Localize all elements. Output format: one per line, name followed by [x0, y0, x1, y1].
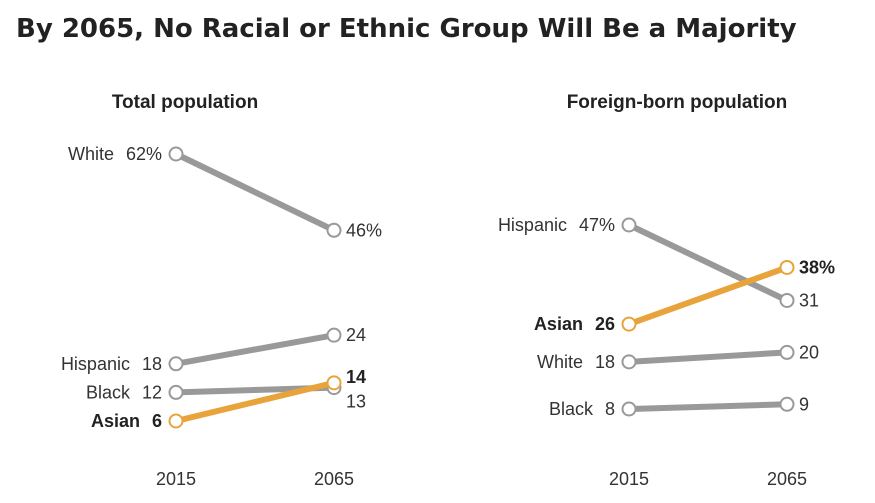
x-tick-label-2065: 2065 [767, 469, 807, 489]
point-black-2015 [621, 401, 637, 417]
point-hispanic-2015 [621, 217, 637, 233]
point-asian-2065 [779, 259, 795, 275]
value-label-hispanic-2015: 18 [142, 354, 162, 374]
series-line-asian [173, 379, 337, 424]
series-line-asian [626, 264, 790, 328]
value-label-hispanic-2015: 47% [579, 215, 615, 235]
point-hispanic-2065 [779, 292, 795, 308]
value-label-white-2065: 20 [799, 342, 819, 362]
series-line-black [626, 401, 790, 412]
chart-title: By 2065, No Racial or Ethnic Group Will … [16, 14, 797, 44]
point-white-2065 [779, 344, 795, 360]
point-hispanic-2015 [168, 356, 184, 372]
series-name-black: Black [86, 382, 131, 402]
value-label-asian-2015: 6 [152, 411, 162, 431]
value-label-white-2065: 46% [346, 220, 382, 240]
series-line-white [626, 349, 790, 365]
point-asian-2015 [621, 316, 637, 332]
value-label-asian-2065: 14 [346, 367, 366, 387]
value-label-black-2065: 13 [346, 392, 366, 412]
value-label-black-2015: 12 [142, 382, 162, 402]
point-white-2015 [621, 354, 637, 370]
x-tick-label-2015: 2015 [156, 469, 196, 489]
series-line-white [173, 151, 337, 234]
point-black-2065 [779, 396, 795, 412]
value-label-black-2015: 8 [605, 399, 615, 419]
label-left-white: White 62% [68, 144, 162, 164]
point-white-2015 [168, 146, 184, 162]
series-name-asian: Asian [534, 314, 583, 334]
series-line-hispanic [626, 222, 790, 304]
series-name-black: Black [549, 399, 594, 419]
panel-total-population: Total population 2015 2065 White 62% 46% Hisp… [61, 92, 382, 489]
series-name-hispanic: Hispanic [498, 215, 567, 235]
point-asian-2065 [326, 375, 342, 391]
value-label-asian-2015: 26 [595, 314, 615, 334]
label-left-white: White 18 [537, 352, 615, 372]
series-name-white: White [537, 352, 583, 372]
point-white-2065 [326, 222, 342, 238]
value-label-hispanic-2065: 24 [346, 325, 366, 345]
value-label-black-2065: 9 [799, 394, 809, 414]
label-left-black: Black 8 [549, 399, 615, 419]
value-label-white-2015: 62% [126, 144, 162, 164]
value-label-white-2015: 18 [595, 352, 615, 372]
series-line-hispanic [173, 332, 337, 367]
value-label-asian-2065: 38% [799, 257, 835, 277]
point-asian-2015 [168, 413, 184, 429]
value-label-hispanic-2065: 31 [799, 290, 819, 310]
series-name-white: White [68, 144, 114, 164]
panel-foreign-born-population: Foreign-born population 2015 2065 Hispanic… [498, 92, 835, 489]
panel-title-foreign-born: Foreign-born population [567, 92, 788, 113]
x-tick-label-2015: 2015 [609, 469, 649, 489]
x-tick-label-2065: 2065 [314, 469, 354, 489]
series-name-asian: Asian [91, 411, 140, 431]
label-left-hispanic: Hispanic 18 [61, 354, 162, 374]
series-name-hispanic: Hispanic [61, 354, 130, 374]
label-left-asian: Asian 26 [534, 314, 615, 334]
label-left-black: Black 12 [86, 382, 162, 402]
panel-title-total: Total population [112, 92, 258, 113]
label-left-asian: Asian 6 [91, 411, 162, 431]
label-left-hispanic: Hispanic 47% [498, 215, 615, 235]
point-hispanic-2065 [326, 327, 342, 343]
point-black-2015 [168, 384, 184, 400]
